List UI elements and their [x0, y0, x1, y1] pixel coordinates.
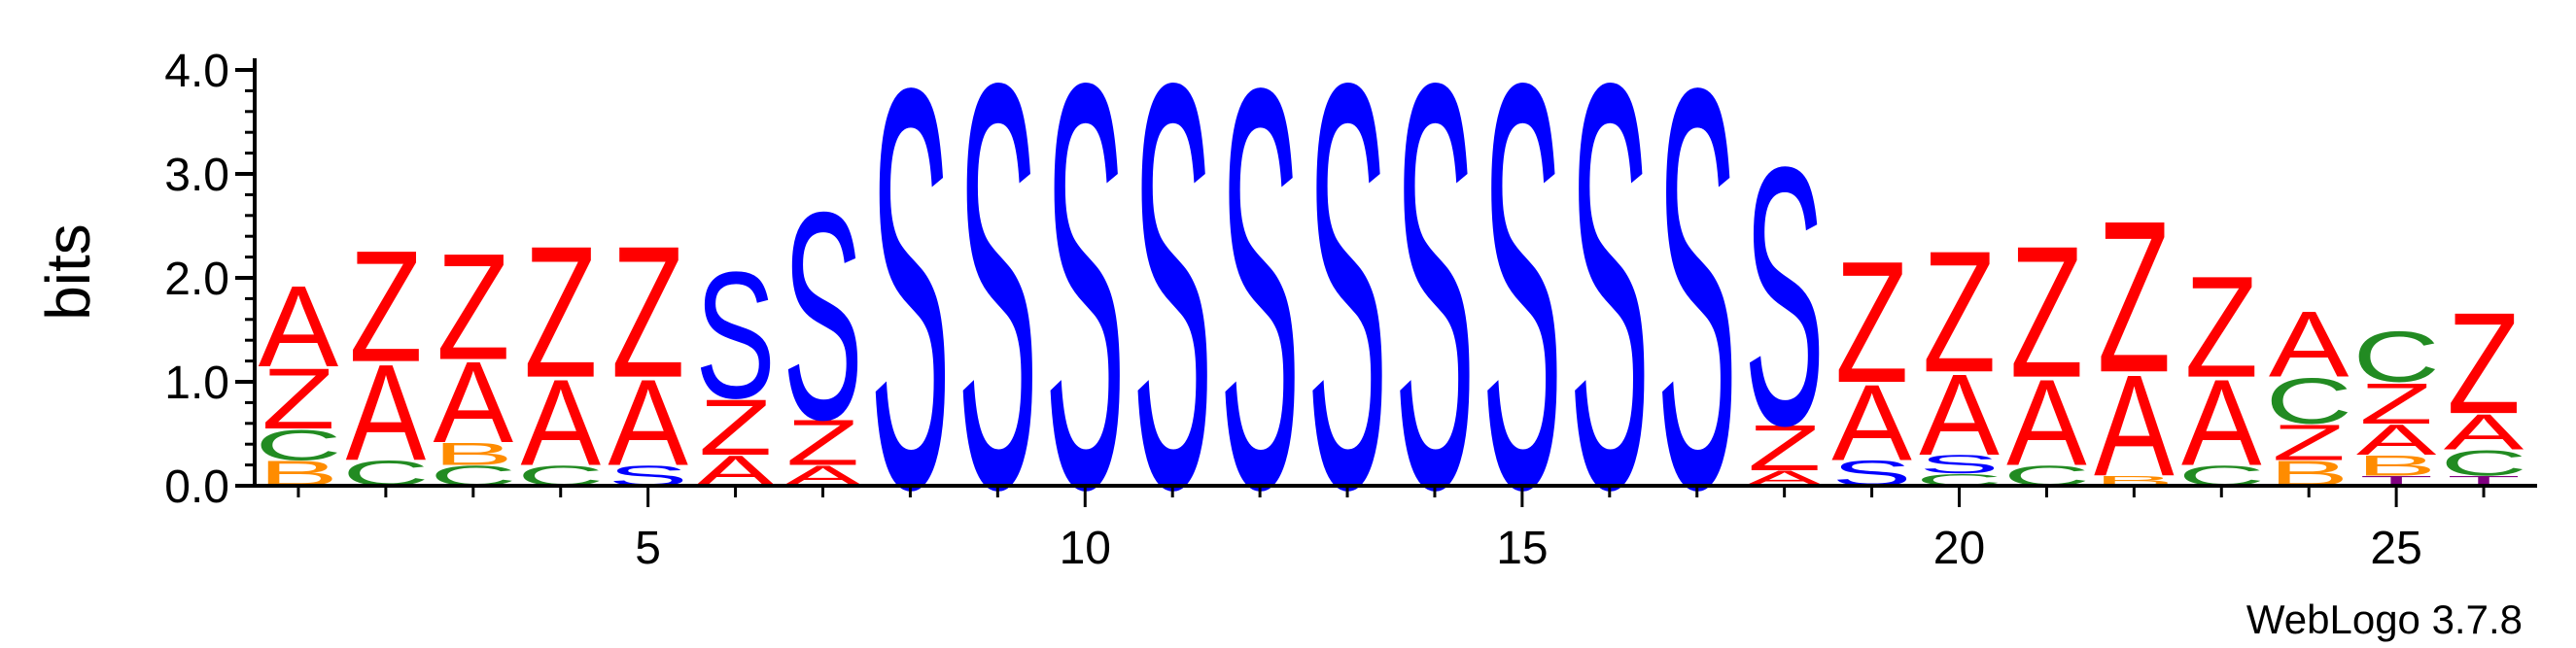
logo-letter-z: Z: [2272, 415, 2346, 471]
logo-letter-a: A: [259, 261, 339, 391]
logo-letter-z: Z: [1923, 215, 1997, 409]
x-axis-ticks: 5 10 15 20 25: [296, 486, 2486, 574]
logo-letter-s: S: [1045, 0, 1126, 608]
y-tick-label: 0.0: [164, 461, 229, 513]
x-tick-label: 20: [1933, 523, 1985, 574]
logo-letter-z: Z: [699, 384, 773, 472]
logo-letter-c: C: [2440, 443, 2526, 483]
logo-letter-a: A: [346, 337, 427, 490]
logo-letter-z: Z: [611, 208, 685, 418]
logo-letter-z: Z: [349, 218, 423, 395]
logo-letter-s: S: [1220, 0, 1301, 607]
x-tick-label: 25: [2370, 523, 2421, 574]
logo-letter-a: A: [2181, 354, 2262, 491]
logo-letter-s: S: [1656, 0, 1737, 607]
logo-letter-s: S: [870, 0, 951, 607]
logo-letter-s: S: [1132, 0, 1213, 608]
logo-letter-a: A: [2444, 404, 2524, 460]
logo-letter-a: A: [2269, 291, 2350, 397]
x-tick-label: 15: [1496, 523, 1548, 574]
logo-letter-z: Z: [2184, 246, 2258, 407]
logo-letter-a: A: [1919, 350, 2000, 479]
logo-letter-z: Z: [524, 208, 598, 418]
logo-letter-z: Z: [2098, 177, 2172, 419]
logo-letter-s: S: [1570, 0, 1651, 608]
logo-letter-z: Z: [1748, 412, 1822, 485]
logo-letter-z: Z: [786, 407, 860, 480]
logo-letter-a: A: [1831, 361, 1912, 483]
logo-letter-s: S: [957, 0, 1038, 608]
logo-letter-s: S: [1395, 0, 1476, 608]
axes-layer: 0.0 1.0 2.0 3.0 4.0 5 10 15 20 25: [164, 46, 2537, 574]
x-tick-label: 5: [635, 523, 661, 574]
x-tick-label: 10: [1060, 523, 1111, 574]
y-axis-title: bits: [33, 223, 103, 321]
weblogo-credit: WebLogo 3.7.8: [2246, 597, 2523, 642]
y-axis-ticks: 0.0 1.0 2.0 3.0 4.0: [164, 46, 255, 513]
logo-letter-a: A: [2094, 345, 2175, 506]
y-tick-label: 2.0: [164, 254, 229, 305]
logo-letter-s: S: [695, 235, 776, 436]
logo-letter-s: S: [1919, 450, 2000, 479]
logo-letter-s: S: [1482, 0, 1563, 608]
logo-letter-z: Z: [436, 222, 510, 392]
logo-letter-c: C: [255, 421, 341, 469]
logo-letter-z: Z: [2010, 208, 2084, 418]
logo-letter-z: Z: [261, 350, 335, 447]
y-tick-label: 1.0: [164, 358, 229, 409]
logo-letter-b: B: [434, 436, 514, 471]
logo-letter-s: S: [1744, 90, 1825, 501]
logo-letter-z: Z: [2359, 371, 2433, 436]
logo-letter-a: A: [2006, 354, 2087, 491]
y-tick-label: 3.0: [164, 150, 229, 201]
logo-letter-z: Z: [1835, 225, 1909, 420]
logo-letter-s: S: [783, 151, 863, 482]
logo-letter-z: Z: [2447, 282, 2521, 443]
logo-letter-c: C: [2352, 317, 2439, 397]
y-tick-label: 4.0: [164, 46, 229, 97]
logo-letter-a: A: [608, 354, 688, 491]
logo-letter-a: A: [2356, 416, 2437, 464]
logo-letter-s: S: [1307, 0, 1388, 608]
logo-letter-c: C: [2265, 365, 2351, 438]
logo-letter-a: A: [520, 354, 601, 491]
logo-letter-b: B: [2356, 450, 2437, 482]
logo-letter-a: A: [434, 337, 514, 466]
